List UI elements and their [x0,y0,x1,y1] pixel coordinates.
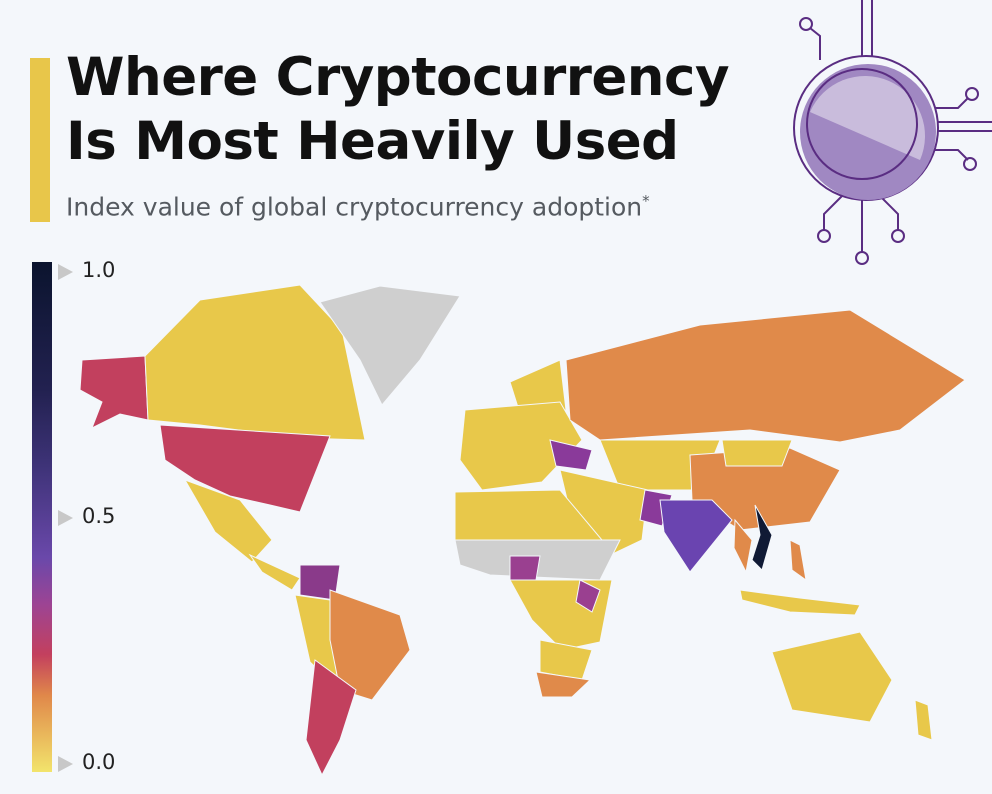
tick-marker-1 [58,264,73,280]
region-usa [159,424,331,513]
region-russia [565,309,966,443]
title-line-2: Is Most Heavily Used [66,111,679,172]
region-canada [144,284,366,441]
region-ukraine [549,439,593,471]
region-south-africa [535,671,592,698]
region-greenland [319,285,461,406]
region-australia [771,631,893,723]
region-nigeria [509,555,541,581]
region-vietnam [751,504,773,571]
region-kenya [575,579,601,613]
region-india [659,499,733,573]
region-argentina [305,659,357,777]
tick-label-0: 0.0 [82,750,116,774]
region-philippines [789,539,807,582]
region-alaska [79,355,149,430]
title-accent-bar [30,58,50,222]
region-mongolia [721,439,793,467]
title-line-1: Where Cryptocurrency [66,47,730,108]
page-title: Where Cryptocurrency Is Most Heavily Use… [66,46,730,174]
tick-label-05: 0.5 [82,504,116,528]
color-scale-bar [32,262,52,772]
region-new-zealand [914,699,933,741]
subtitle-text: Index value of global cryptocurrency ado… [66,192,643,222]
tick-marker-0 [58,756,73,772]
region-thailand [733,518,753,574]
region-mexico [183,479,273,563]
footnote-marker: * [642,192,650,210]
region-indonesia [739,589,861,616]
region-europe [459,401,583,491]
region-brazil [329,589,411,701]
tick-label-1: 1.0 [82,258,116,282]
region-central-america [248,553,301,591]
tick-marker-05 [58,510,73,526]
crypto-coin-circuit-icon [793,0,992,265]
subtitle: Index value of global cryptocurrency ado… [66,192,650,221]
